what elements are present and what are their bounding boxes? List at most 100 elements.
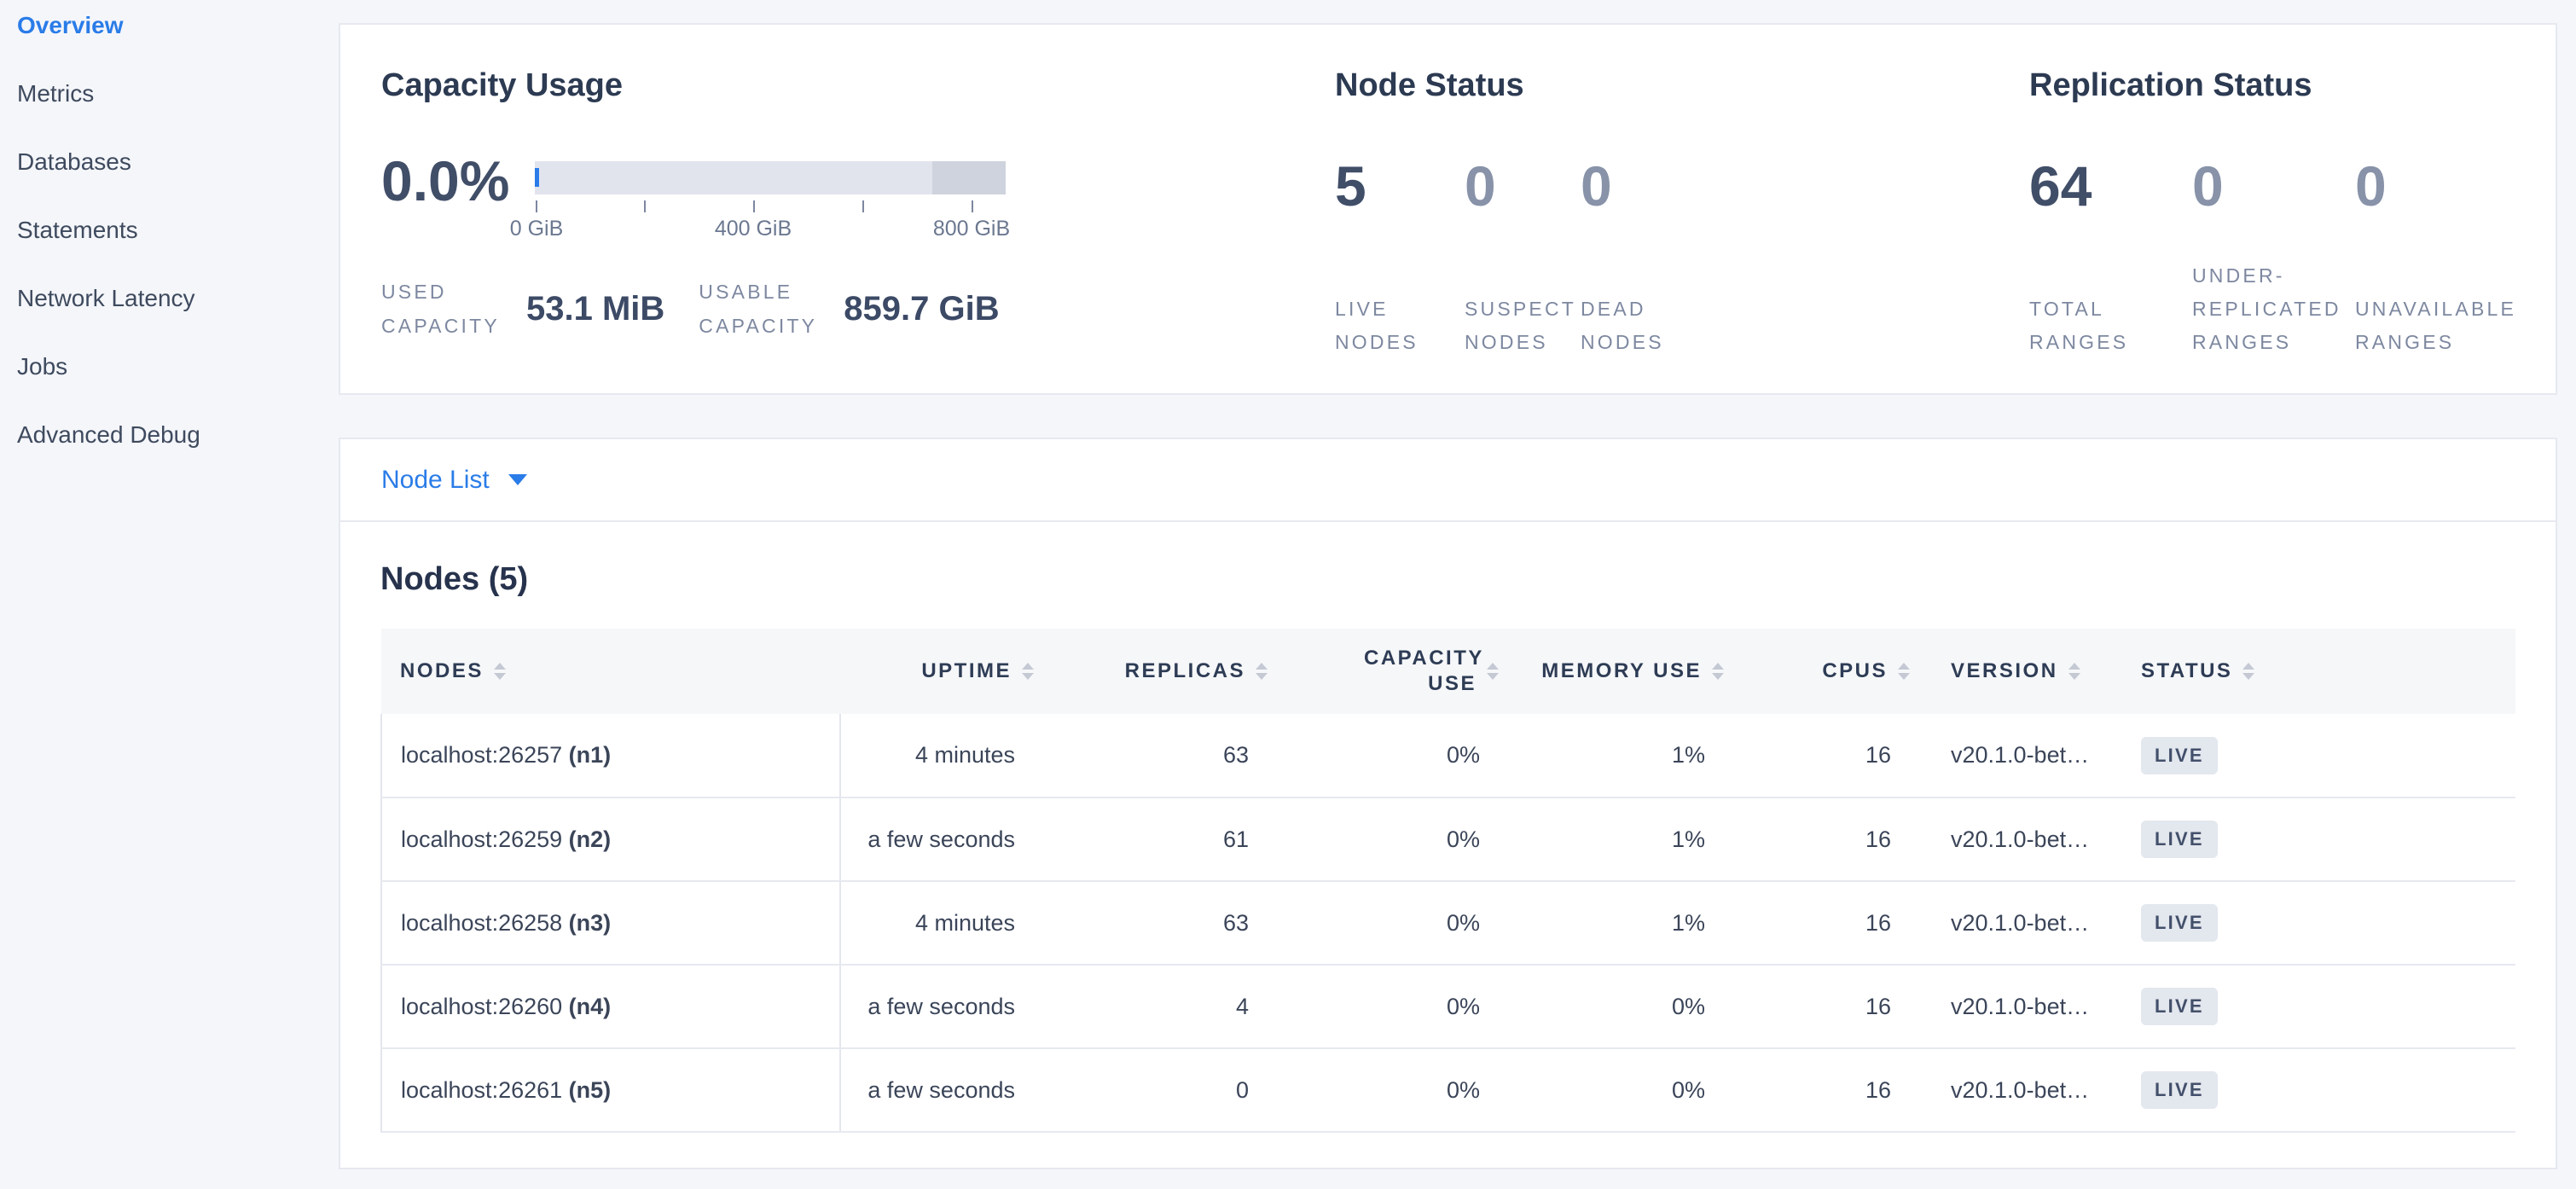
capacity-use-cell: 0%	[1278, 965, 1509, 1049]
table-row: localhost:26257 (n1) 4 minutes 63 0% 1% …	[380, 714, 2515, 798]
sort-icon	[1022, 663, 1034, 680]
replicas-cell: 63	[1044, 881, 1278, 966]
under-replicated-ranges-stat: 0 UNDER-REPLICATED RANGES	[2192, 154, 2355, 359]
status-cell: LIVE	[2110, 798, 2515, 882]
memory-use-cell: 1%	[1509, 798, 1734, 882]
uptime-cell: a few seconds	[840, 965, 1044, 1049]
version-cell: v20.1.0-bet…	[1920, 798, 2110, 882]
node-name-cell: localhost:26257 (n1)	[380, 714, 841, 798]
node-status-section: Node Status 5 LIVE NODES 0 SUSPECT NODES…	[1335, 66, 1983, 359]
nodes-table: NODES UPTIME REPLICAS CAPACITY USE MEMOR…	[380, 629, 2515, 1133]
used-capacity-label: USED CAPACITY	[381, 281, 500, 338]
column-header-status[interactable]: STATUS	[2110, 629, 2515, 714]
capacity-usage-section: Capacity Usage 0.0%	[381, 66, 1320, 344]
node-link[interactable]: localhost:26261	[401, 1076, 563, 1103]
node-status-title: Node Status	[1335, 67, 1524, 103]
node-link[interactable]: localhost:26259	[401, 826, 563, 852]
suspect-nodes-stat: 0 SUSPECT NODES	[1465, 154, 1581, 359]
uptime-cell: a few seconds	[840, 798, 1044, 882]
version-cell: v20.1.0-bet…	[1920, 1048, 2110, 1133]
under-replicated-ranges-label: UNDER-REPLICATED RANGES	[2192, 264, 2341, 353]
cpus-cell: 16	[1734, 1048, 1920, 1133]
nodes-table-header-row: NODES UPTIME REPLICAS CAPACITY USE MEMOR…	[381, 629, 2515, 714]
sort-icon	[1256, 663, 1268, 680]
memory-use-cell: 1%	[1509, 714, 1734, 798]
sidebar-item-overview[interactable]: Overview	[17, 12, 124, 38]
usable-capacity-label: USABLE CAPACITY	[699, 281, 818, 338]
cluster-summary-card: Capacity Usage 0.0%	[339, 23, 2557, 395]
chevron-down-icon	[508, 474, 527, 485]
total-ranges-stat: 64 TOTAL RANGES	[2029, 154, 2192, 359]
uptime-cell: 4 minutes	[840, 881, 1044, 966]
cpus-cell: 16	[1734, 798, 1920, 882]
sidebar-item-databases[interactable]: Databases	[17, 148, 131, 175]
version-cell: v20.1.0-bet…	[1920, 965, 2110, 1049]
nodes-count-heading: Nodes (5)	[380, 561, 529, 597]
node-link[interactable]: localhost:26258	[401, 909, 563, 936]
column-header-capacity-use[interactable]: CAPACITY USE	[1278, 629, 1509, 714]
under-replicated-ranges-value: 0	[2192, 154, 2224, 218]
nodes-table-area: Nodes (5) NODES UPTIME REPLICAS CAPACITY…	[340, 561, 2556, 1133]
capacity-use-cell: 0%	[1278, 1048, 1509, 1133]
main-content: Capacity Usage 0.0%	[339, 0, 2576, 1189]
sort-icon	[1487, 663, 1499, 680]
capacity-use-cell: 0%	[1278, 714, 1509, 798]
node-list-dropdown[interactable]: Node List	[381, 466, 527, 495]
tick-label-0gib: 0 GiB	[509, 217, 564, 241]
tick-label-800gib: 800 GiB	[932, 217, 1011, 241]
cpus-cell: 16	[1734, 965, 1920, 1049]
unavailable-ranges-value: 0	[2355, 154, 2387, 218]
sidebar-item-statements[interactable]: Statements	[17, 217, 138, 243]
sort-icon	[1898, 663, 1910, 680]
column-header-cpus[interactable]: CPUS	[1734, 629, 1920, 714]
replication-status-section: Replication Status 64 TOTAL RANGES 0 UND…	[2029, 66, 2558, 359]
capacity-gauge-dark-segment	[932, 161, 1006, 194]
status-cell: LIVE	[2110, 1048, 2515, 1133]
cpus-cell: 16	[1734, 714, 1920, 798]
sidebar-item-network-latency[interactable]: Network Latency	[17, 285, 195, 311]
sort-icon	[1712, 663, 1724, 680]
dead-nodes-stat: 0 DEAD NODES	[1581, 154, 1734, 359]
node-link[interactable]: localhost:26257	[401, 742, 563, 768]
capacity-used-marker	[535, 168, 539, 187]
status-badge: LIVE	[2141, 1071, 2218, 1109]
column-header-uptime[interactable]: UPTIME	[840, 629, 1044, 714]
sort-icon	[493, 663, 506, 680]
sidebar: Overview Metrics Databases Statements Ne…	[0, 0, 339, 1189]
sidebar-item-advanced-debug[interactable]: Advanced Debug	[17, 421, 200, 448]
sort-icon	[2068, 663, 2080, 680]
capacity-gauge-labels: 0 GiB 400 GiB 800 GiB	[510, 213, 1010, 241]
capacity-use-cell: 0%	[1278, 798, 1509, 882]
replication-status-title: Replication Status	[2029, 67, 2312, 103]
sidebar-item-metrics[interactable]: Metrics	[17, 80, 95, 107]
capacity-usage-title: Capacity Usage	[381, 67, 624, 103]
sort-icon	[2242, 663, 2255, 680]
suspect-nodes-value: 0	[1465, 154, 1496, 218]
status-cell: LIVE	[2110, 965, 2515, 1049]
memory-use-cell: 0%	[1509, 965, 1734, 1049]
node-link[interactable]: localhost:26260	[401, 993, 563, 1019]
capacity-gauge: 0 GiB 400 GiB 800 GiB	[510, 161, 1010, 241]
sidebar-item-jobs[interactable]: Jobs	[17, 353, 68, 380]
replicas-cell: 0	[1044, 1048, 1278, 1133]
status-badge: LIVE	[2141, 736, 2218, 774]
replicas-cell: 63	[1044, 714, 1278, 798]
node-name-cell: localhost:26260 (n4)	[380, 965, 841, 1049]
usable-capacity-value: 859.7 GiB	[844, 289, 1000, 328]
replicas-cell: 4	[1044, 965, 1278, 1049]
total-ranges-label: TOTAL RANGES	[2029, 297, 2129, 353]
table-row: localhost:26260 (n4) a few seconds 4 0% …	[380, 965, 2515, 1049]
column-header-version[interactable]: VERSION	[1920, 629, 2110, 714]
node-list-dropdown-label: Node List	[381, 465, 490, 494]
version-cell: v20.1.0-bet…	[1920, 714, 2110, 798]
live-nodes-value: 5	[1335, 154, 1366, 218]
dead-nodes-label: DEAD NODES	[1581, 297, 1664, 353]
table-row: localhost:26261 (n5) a few seconds 0 0% …	[380, 1048, 2515, 1133]
column-header-nodes[interactable]: NODES	[381, 629, 840, 714]
column-header-replicas[interactable]: REPLICAS	[1044, 629, 1278, 714]
status-badge: LIVE	[2141, 988, 2218, 1025]
status-cell: LIVE	[2110, 714, 2515, 798]
column-header-memory-use[interactable]: MEMORY USE	[1509, 629, 1734, 714]
dead-nodes-value: 0	[1581, 154, 1612, 218]
used-capacity-value: 53.1 MiB	[526, 289, 665, 328]
